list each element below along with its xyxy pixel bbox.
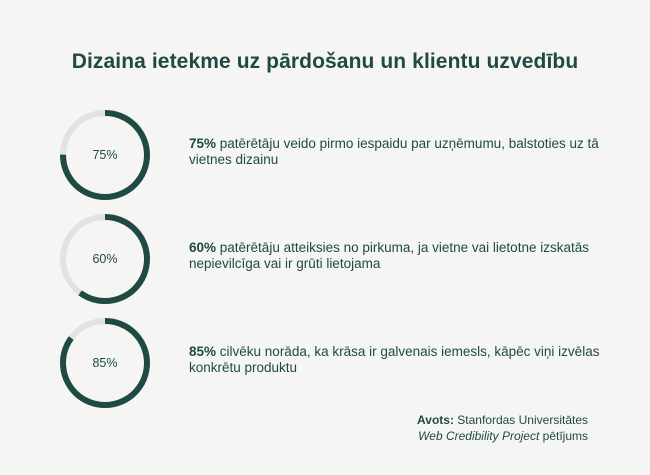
stat-highlight: 75% (189, 136, 217, 151)
stat-highlight: 85% (189, 344, 217, 359)
ring-percent-label: 60% (92, 252, 118, 266)
ring-fill (60, 214, 150, 304)
stat-highlight: 60% (189, 240, 217, 255)
stat-text: cilvēku norāda, ka krāsa ir galvenais ie… (189, 344, 600, 375)
source-institution: Stanfordas Universitātes (453, 413, 588, 427)
stat-row: 85% 85% cilvēku norāda, ka krāsa ir galv… (58, 316, 618, 410)
source-project-name: Web Credibility Project (418, 429, 540, 443)
source-suffix: pētījums (539, 429, 588, 443)
stat-description: 60% patērētāju atteiksies no pirkuma, ja… (189, 240, 609, 272)
source-citation: Avots: Stanfordas Universitātes Web Cred… (417, 412, 588, 444)
ring-percent-label: 85% (92, 356, 118, 370)
stat-row: 60% 60% patērētāju atteiksies no pirkuma… (58, 212, 618, 306)
stat-description: 85% cilvēku norāda, ka krāsa ir galvenai… (189, 344, 609, 376)
ring-fill (60, 110, 150, 200)
progress-ring: 85% (58, 316, 152, 410)
ring-fill (60, 318, 150, 408)
stat-description: 75% patērētāju veido pirmo iespaidu par … (189, 136, 609, 168)
page-title: Dizaina ietekme uz pārdošanu un klientu … (71, 50, 579, 73)
ring-percent-label: 75% (92, 148, 118, 162)
progress-ring: 60% (58, 212, 152, 306)
source-line-1: Avots: Stanfordas Universitātes (417, 412, 588, 428)
stat-text: patērētāju atteiksies no pirkuma, ja vie… (189, 240, 589, 271)
progress-ring: 75% (58, 108, 152, 202)
stat-text: patērētāju veido pirmo iespaidu par uzņē… (189, 136, 599, 167)
source-prefix: Avots: (417, 413, 454, 427)
source-line-2: Web Credibility Project pētījums (417, 428, 588, 444)
stat-row: 75% 75% patērētāju veido pirmo iespaidu … (58, 108, 618, 202)
